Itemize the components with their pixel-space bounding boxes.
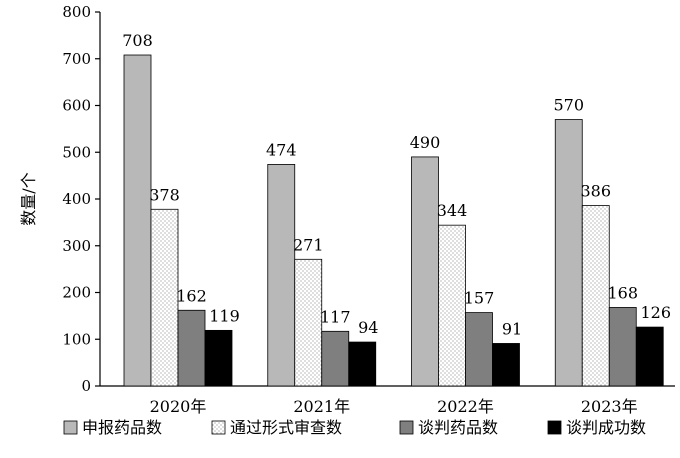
legend-label: 通过形式审查数 (230, 418, 342, 437)
bar-2 (581, 205, 610, 387)
value-label: 271 (293, 235, 324, 254)
bar-2 (438, 224, 466, 387)
bar-4 (348, 341, 377, 387)
y-axis-label: 数量/个 (19, 172, 38, 225)
value-label: 490 (410, 133, 441, 152)
bar-1 (411, 156, 439, 387)
legend-swatch (547, 420, 562, 435)
x-category-label: 2020年 (150, 397, 207, 416)
y-tick-label: 500 (62, 143, 91, 161)
value-label: 378 (149, 185, 180, 204)
bar-4 (492, 343, 520, 387)
y-tick-label: 0 (81, 377, 91, 395)
legend-label: 申报药品数 (82, 418, 162, 437)
y-tick-label: 700 (62, 50, 91, 68)
value-label: 126 (640, 303, 671, 322)
value-label: 708 (122, 31, 153, 50)
value-label: 162 (176, 286, 207, 305)
bar-3 (608, 307, 637, 387)
value-label: 91 (502, 319, 522, 338)
bar-2 (294, 258, 323, 387)
bar-2 (150, 208, 179, 387)
bar-1 (554, 119, 583, 387)
value-label: 570 (553, 96, 584, 115)
value-label: 386 (580, 182, 611, 201)
value-label: 344 (437, 201, 468, 220)
legend-swatch (211, 420, 226, 435)
value-label: 474 (266, 140, 297, 159)
x-category-label: 2023年 (581, 397, 638, 416)
axes: 0 100 200 300 400 500 600 700 800 数量/个 2020年 2021年 2… (19, 3, 675, 416)
value-label: 168 (607, 283, 638, 302)
value-label: 119 (209, 306, 240, 325)
bar-1 (267, 164, 296, 387)
value-label: 117 (320, 307, 351, 326)
bar-3 (465, 312, 493, 387)
legend-label: 谈判成功数 (566, 418, 646, 437)
y-tick-label: 100 (62, 330, 91, 348)
y-tick-label: 400 (62, 190, 91, 208)
x-category-label: 2022年 (437, 397, 494, 416)
bar-3 (177, 309, 206, 387)
x-category-label: 2021年 (293, 397, 350, 416)
legend-swatch (63, 420, 78, 435)
y-tick-label: 800 (62, 3, 91, 21)
value-label: 157 (464, 289, 495, 308)
bars (123, 54, 664, 387)
bar-3 (321, 330, 350, 387)
bar-4 (204, 329, 233, 387)
y-tick-label: 600 (62, 97, 91, 115)
y-tick-label: 200 (62, 284, 91, 302)
value-label: 94 (358, 318, 378, 337)
legend-swatch (399, 420, 414, 435)
legend-label: 谈判药品数 (418, 418, 498, 437)
legend: 申报药品数 通过形式审查数 谈判药品数 谈判成功数 (63, 418, 646, 437)
y-tick-label: 300 (62, 237, 91, 255)
bar-1 (123, 54, 152, 387)
bar-4 (635, 326, 664, 387)
